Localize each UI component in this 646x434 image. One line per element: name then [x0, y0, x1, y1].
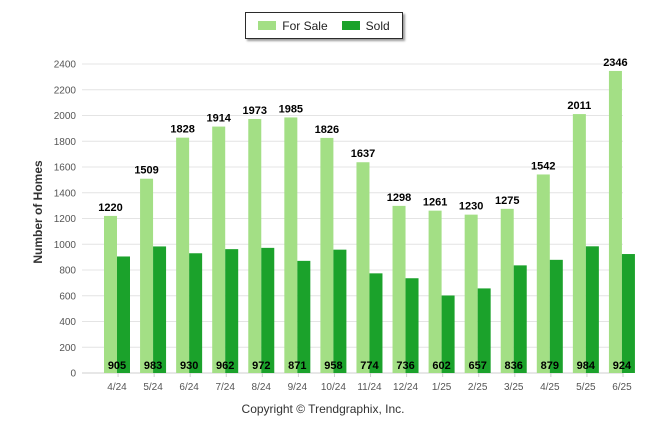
bar-sold: [585, 246, 599, 373]
x-tick-label: 3/25: [504, 382, 524, 393]
y-tick-label: 1800: [54, 137, 77, 148]
y-tick-label: 1400: [54, 188, 77, 199]
data-label-sold: 871: [288, 360, 306, 372]
x-tick-label: 7/24: [215, 382, 235, 393]
legend-swatch-for-sale: [258, 21, 277, 30]
data-label-sold: 958: [324, 360, 342, 372]
data-label-for-sale: 1637: [351, 148, 375, 160]
bar-sold: [513, 265, 527, 373]
data-label-sold: 930: [180, 360, 198, 372]
bar-for-sale: [356, 162, 370, 373]
data-label-for-sale: 1220: [98, 202, 122, 214]
data-label-sold: 602: [432, 360, 450, 372]
x-tick-label: 5/25: [576, 382, 596, 393]
bar-for-sale: [248, 118, 262, 373]
data-label-sold: 736: [396, 360, 414, 372]
bar-for-sale: [500, 208, 514, 373]
bar-sold: [117, 256, 130, 373]
bar-sold: [441, 295, 455, 373]
bar-sold: [189, 253, 203, 373]
bar-sold: [225, 249, 239, 373]
data-label-for-sale: 1973: [243, 105, 267, 117]
x-tick-label: 11/24: [357, 382, 382, 393]
data-label-sold: 972: [252, 360, 270, 372]
bar-for-sale: [212, 126, 226, 373]
y-tick-label: 600: [59, 291, 76, 302]
bar-for-sale: [320, 137, 334, 373]
bar-for-sale: [572, 114, 586, 374]
data-label-sold: 983: [144, 360, 162, 372]
bar-for-sale: [428, 210, 442, 373]
bar-for-sale: [284, 117, 298, 374]
data-label-sold: 879: [541, 360, 559, 372]
bar-for-sale: [392, 205, 406, 373]
bar-sold: [369, 273, 383, 373]
bar-for-sale: [464, 214, 478, 373]
data-label-sold: 924: [613, 360, 632, 372]
bar-for-sale: [608, 70, 622, 373]
y-tick-label: 1600: [54, 163, 77, 174]
x-tick-label: 6/25: [612, 382, 632, 393]
bar-sold: [297, 260, 311, 373]
x-tick-label: 2/25: [468, 382, 488, 393]
x-tick-label: 10/24: [321, 382, 346, 393]
legend-swatch-sold: [341, 21, 360, 30]
data-label-for-sale: 1828: [170, 124, 194, 136]
bar-for-sale: [140, 178, 154, 373]
x-tick-label: 8/24: [252, 382, 272, 393]
y-tick-label: 800: [59, 266, 76, 277]
data-label-for-sale: 1826: [315, 124, 339, 136]
bar-sold: [261, 247, 275, 373]
data-label-for-sale: 1914: [206, 113, 231, 125]
chart-legend: For Sale Sold: [245, 12, 403, 39]
data-label-for-sale: 1230: [459, 201, 483, 213]
y-tick-label: 1000: [54, 240, 77, 251]
y-tick-label: 400: [59, 317, 76, 328]
data-label-sold: 657: [468, 360, 486, 372]
bar-sold: [477, 288, 491, 373]
data-label-for-sale: 2011: [567, 100, 591, 112]
bar-sold: [549, 259, 563, 373]
y-tick-label: 2200: [54, 85, 77, 96]
x-tick-label: 4/25: [540, 382, 560, 393]
data-label-for-sale: 1542: [531, 160, 555, 172]
bar-sold: [153, 246, 167, 373]
x-tick-label: 5/24: [143, 382, 163, 393]
y-tick-label: 200: [59, 343, 76, 354]
data-label-sold: 984: [577, 360, 596, 372]
legend-label-for-sale: For Sale: [282, 18, 328, 33]
data-label-sold: 962: [216, 360, 234, 372]
data-label-for-sale: 1275: [495, 195, 519, 207]
x-tick-label: 1/25: [432, 382, 452, 393]
data-label-for-sale: 1985: [279, 103, 303, 115]
bar-sold: [621, 254, 635, 373]
data-label-sold: 836: [505, 360, 523, 372]
x-tick-label: 4/24: [107, 382, 127, 393]
data-label-for-sale: 1298: [387, 192, 411, 204]
data-label-for-sale: 1509: [134, 165, 158, 177]
bar-sold: [333, 249, 347, 373]
copyright-text: Copyright © Trendgraphix, Inc.: [241, 402, 405, 416]
y-tick-label: 1200: [54, 214, 77, 225]
legend-label-sold: Sold: [365, 18, 390, 33]
bar-for-sale: [536, 174, 550, 373]
x-tick-label: 12/24: [393, 382, 418, 393]
legend-item-for-sale: For Sale: [258, 18, 328, 33]
bar-sold: [405, 278, 419, 373]
data-label-for-sale: 1261: [423, 197, 447, 209]
y-tick-label: 2000: [54, 111, 77, 122]
bar-for-sale: [104, 215, 117, 373]
x-tick-label: 9/24: [288, 382, 308, 393]
y-tick-label: 0: [70, 369, 76, 380]
data-label-sold: 774: [360, 360, 379, 372]
legend-item-sold: Sold: [341, 18, 390, 33]
x-tick-label: 6/24: [179, 382, 199, 393]
data-label-sold: 905: [108, 360, 126, 372]
data-label-for-sale: 2346: [603, 57, 627, 69]
y-tick-label: 2400: [54, 60, 77, 71]
bar-for-sale: [176, 137, 190, 373]
